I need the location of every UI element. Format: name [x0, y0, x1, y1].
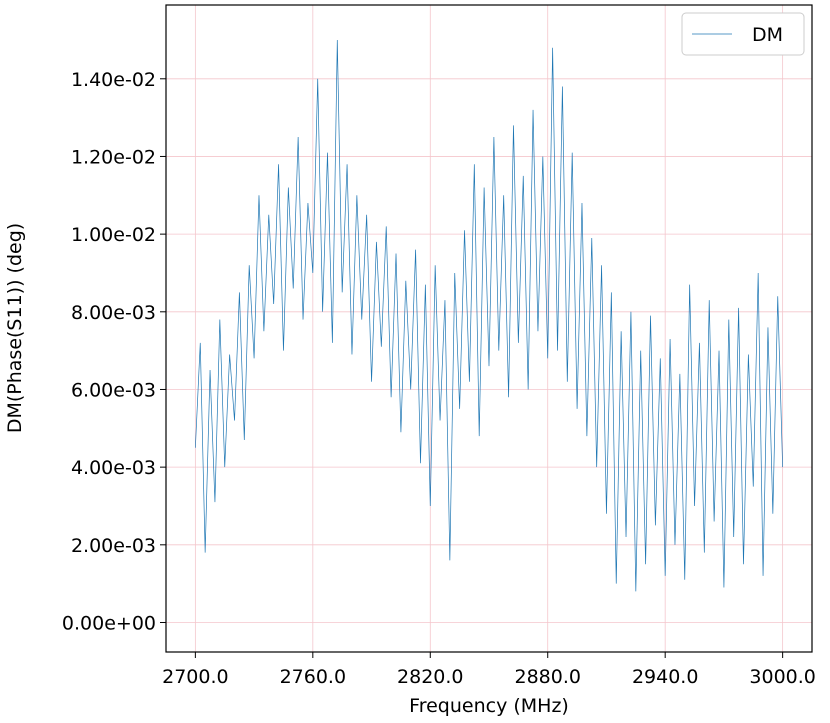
x-tick-label: 2760.0 — [280, 666, 346, 688]
y-axis-label: DM(Phase(S11)) (deg) — [4, 223, 26, 433]
legend-label: DM — [752, 24, 783, 46]
x-tick-label: 2820.0 — [397, 666, 463, 688]
data-line — [195, 39, 783, 592]
x-tick-label: 2940.0 — [632, 666, 698, 688]
x-tick-label: 3000.0 — [749, 666, 815, 688]
y-tick-label: 6.00e-03 — [71, 379, 156, 401]
y-tick-label: 0.00e+00 — [62, 612, 156, 634]
legend-box — [681, 12, 805, 56]
y-tick-label: 1.00e-02 — [71, 224, 156, 246]
y-tick-label: 8.00e-03 — [71, 302, 156, 324]
x-tick-label: 2700.0 — [162, 666, 228, 688]
y-tick-label: 1.40e-02 — [71, 69, 156, 91]
plot-frame — [165, 4, 813, 653]
y-tick-label: 1.20e-02 — [71, 146, 156, 168]
y-tick-label: 4.00e-03 — [71, 457, 156, 479]
x-axis-label: Frequency (MHz) — [409, 695, 569, 717]
y-tick-label: 2.00e-03 — [71, 535, 156, 557]
x-tick-label: 2880.0 — [514, 666, 580, 688]
